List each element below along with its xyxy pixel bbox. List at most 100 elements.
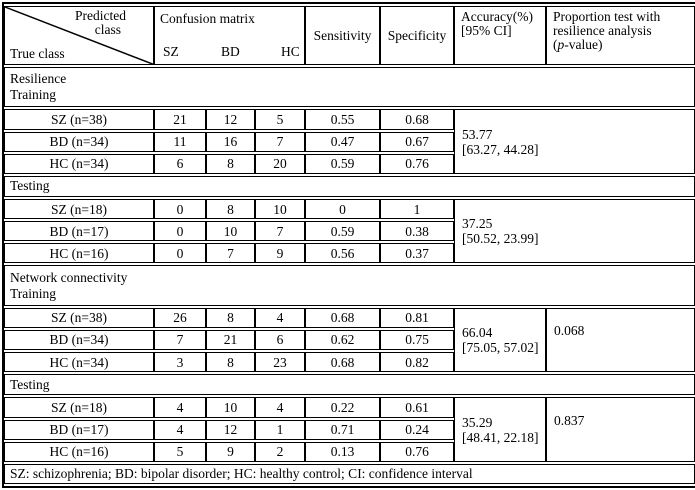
true-class-label: HC (n=16) xyxy=(4,243,154,264)
specificity-value: 0.81 xyxy=(380,307,455,328)
true-class-label: SZ (n=18) xyxy=(4,397,154,418)
table-row: HC (n=34) 6 8 20 0.59 0.76 xyxy=(4,153,695,174)
pvalue-p: p xyxy=(557,37,565,52)
cm-hc-value: 4 xyxy=(255,307,306,328)
p-value-cell: 0.068 xyxy=(546,307,695,373)
sensitivity-value: 0.68 xyxy=(305,351,381,373)
diagonal-header-cell: Predicted class True class xyxy=(4,6,154,66)
sensitivity-header: Sensitivity xyxy=(305,6,381,66)
accuracy-value: 35.29 xyxy=(462,414,493,430)
true-class-label: BD (n=17) xyxy=(4,419,154,440)
specificity-value: 1 xyxy=(380,199,455,220)
section-header-row: Network connectivity Training xyxy=(4,265,695,306)
p-value: 0.837 xyxy=(554,413,585,429)
cm-hc-value: 23 xyxy=(255,351,306,373)
pvalue-open-paren: ( xyxy=(553,37,558,52)
cm-sz-value: 0 xyxy=(154,221,206,242)
sensitivity-value: 0.68 xyxy=(305,307,381,328)
footnote-row: SZ: schizophrenia; BD: bipolar disorder;… xyxy=(4,463,695,484)
cm-hc-value: 7 xyxy=(255,221,306,242)
diagonal-line xyxy=(5,7,153,64)
sensitivity-value: 0.62 xyxy=(305,329,381,350)
sensitivity-value: 0 xyxy=(305,199,381,220)
cm-bd-value: 8 xyxy=(206,199,255,220)
section-header-row: Testing xyxy=(4,374,695,396)
cm-bd-value: 21 xyxy=(206,329,255,350)
table-row: HC (n=16) 5 9 2 0.13 0.76 xyxy=(4,441,695,462)
cm-sz-value: 26 xyxy=(154,307,206,328)
cm-bd-value: 12 xyxy=(206,109,255,130)
accuracy-value: 53.77 xyxy=(462,126,493,142)
cm-hc-value: 1 xyxy=(255,419,306,440)
cm-bd-value: 9 xyxy=(206,441,255,462)
cm-sz-value: 0 xyxy=(154,243,206,264)
specificity-value: 0.76 xyxy=(380,441,455,462)
cm-bd-value: 8 xyxy=(206,351,255,373)
accuracy-value: 37.25 xyxy=(462,216,493,232)
true-class-label: HC (n=16) xyxy=(4,441,154,462)
cm-subheader-sz: SZ xyxy=(163,44,179,60)
section-title-line: Training xyxy=(10,285,57,301)
table-row: SZ (n=38) 21 12 5 0.55 0.68 53.77 [63.27… xyxy=(4,109,695,174)
sensitivity-value: 0.59 xyxy=(305,153,381,174)
true-class-label: SZ (n=38) xyxy=(4,109,154,130)
cm-bd-value: 8 xyxy=(206,153,255,174)
cm-sz-value: 21 xyxy=(154,109,206,130)
sensitivity-value: 0.71 xyxy=(305,419,381,440)
sensitivity-value: 0.13 xyxy=(305,441,381,462)
accuracy-ci: [75.05, 57.02] xyxy=(462,339,539,355)
accuracy-ci: [63.27, 44.28] xyxy=(462,141,539,157)
sensitivity-value: 0.55 xyxy=(305,109,381,130)
specificity-value: 0.61 xyxy=(380,397,455,418)
specificity-value: 0.38 xyxy=(380,221,455,242)
specificity-value: 0.67 xyxy=(380,131,455,152)
section-header-row: Testing xyxy=(4,175,695,198)
cm-bd-value: 16 xyxy=(206,131,255,152)
proportion-header-line2: resilience analysis xyxy=(553,23,652,38)
section-resilience-testing: Testing xyxy=(4,175,695,198)
accuracy-header: Accuracy(%) [95% CI] xyxy=(454,6,547,66)
cm-bd-value: 10 xyxy=(206,397,255,418)
accuracy-ci: [48.41, 22.18] xyxy=(462,429,539,445)
true-class-label: BD (n=34) xyxy=(4,329,154,350)
cm-sz-value: 4 xyxy=(154,419,206,440)
cm-hc-value: 10 xyxy=(255,199,306,220)
table-row: HC (n=34) 3 8 23 0.68 0.82 xyxy=(4,351,695,373)
table-header-row: Predicted class True class Confusion mat… xyxy=(4,6,695,66)
cm-hc-value: 9 xyxy=(255,243,306,264)
sensitivity-value: 0.59 xyxy=(305,221,381,242)
accuracy-cell: 66.04 [75.05, 57.02] xyxy=(454,307,547,373)
true-class-label: HC (n=34) xyxy=(4,351,154,373)
table-row: BD (n=17) 0 10 7 0.59 0.38 xyxy=(4,221,695,242)
specificity-value: 0.24 xyxy=(380,419,455,440)
section-network-testing: Testing xyxy=(4,374,695,396)
accuracy-cell: 35.29 [48.41, 22.18] xyxy=(454,397,547,462)
specificity-value: 0.68 xyxy=(380,109,455,130)
section-title-line: Training xyxy=(10,87,57,103)
section-network-training: Network connectivity Training xyxy=(4,265,695,306)
table-footnote: SZ: schizophrenia; BD: bipolar disorder;… xyxy=(4,463,695,484)
cm-subheader-bd: BD xyxy=(221,44,240,60)
true-class-label: SZ (n=38) xyxy=(4,307,154,328)
cm-bd-value: 8 xyxy=(206,307,255,328)
p-value-cell: 0.837 xyxy=(546,397,695,462)
pvalue-rest: -value) xyxy=(564,37,603,52)
cm-bd-value: 7 xyxy=(206,243,255,264)
cm-sz-value: 4 xyxy=(154,397,206,418)
predicted-class-line1: Predicted xyxy=(75,8,126,23)
proportion-header-line3: (p-value) xyxy=(553,38,692,52)
predicted-class-label: Predicted class xyxy=(75,9,126,37)
accuracy-value: 66.04 xyxy=(462,324,493,340)
cm-subheader-hc: HC xyxy=(281,44,300,60)
specificity-header: Specificity xyxy=(380,6,455,66)
cm-sz-value: 6 xyxy=(154,153,206,174)
true-class-label: BD (n=17) xyxy=(4,221,154,242)
table-row: SZ (n=18) 0 8 10 0 1 37.25 [50.52, 23.99… xyxy=(4,199,695,264)
p-value: 0.068 xyxy=(554,323,585,339)
predicted-class-line2: class xyxy=(94,22,121,37)
true-class-label: HC (n=34) xyxy=(4,153,154,174)
accuracy-cell: 53.77 [63.27, 44.28] xyxy=(454,109,695,174)
proportion-test-header: Proportion test with resilience analysis… xyxy=(546,6,695,66)
cm-hc-value: 20 xyxy=(255,153,306,174)
